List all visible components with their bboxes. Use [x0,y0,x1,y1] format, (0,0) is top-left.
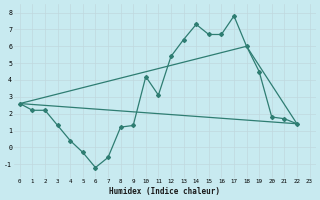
X-axis label: Humidex (Indice chaleur): Humidex (Indice chaleur) [109,187,220,196]
